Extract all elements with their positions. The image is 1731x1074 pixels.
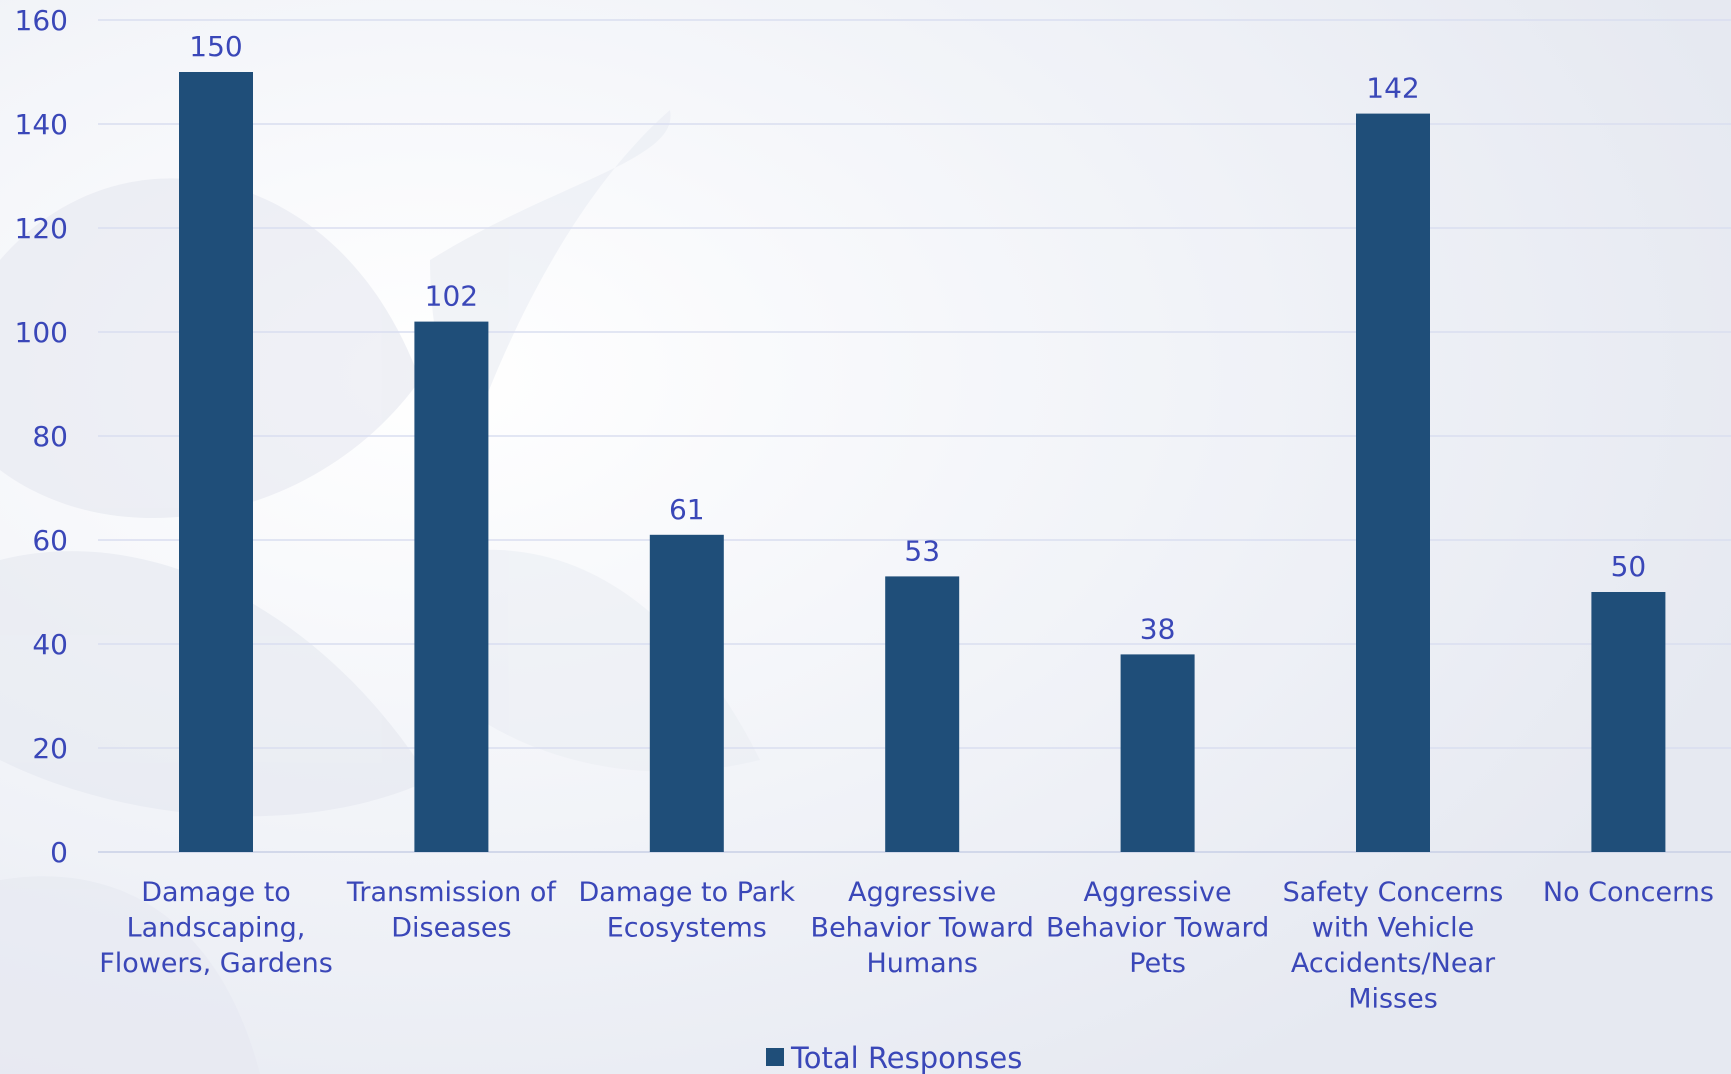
legend-label: Total Responses: [790, 1041, 1022, 1074]
category-label-line: Behavior Toward: [1046, 913, 1269, 944]
y-tick-label: 0: [50, 836, 68, 869]
category-label: Safety Concerns with Vehicle Accidents/Nea…: [1283, 877, 1504, 1015]
y-tick-label: 160: [15, 4, 68, 37]
category-label-line: Pets: [1129, 948, 1186, 979]
data-label: 142: [1366, 72, 1419, 105]
y-tick-label: 20: [32, 732, 68, 765]
category-label: Damage to Landscaping, Flowers, Gardens: [99, 877, 333, 979]
bar: [1591, 592, 1666, 852]
category-label-line: Damage to: [141, 877, 291, 908]
category-labels: Damage to Landscaping, Flowers, Gardens Tra…: [99, 877, 1714, 1015]
category-label: Damage to Park Ecosystems: [579, 877, 796, 944]
category-label-line: Accidents/Near: [1291, 948, 1496, 979]
category-label-line: Diseases: [391, 913, 511, 944]
category-label-line: Aggressive: [848, 877, 996, 908]
data-label: 50: [1611, 550, 1647, 583]
bar: [414, 321, 489, 853]
category-label-line: Landscaping,: [127, 913, 306, 944]
category-label-line: Transmission of: [346, 877, 558, 908]
data-label: 150: [189, 30, 242, 63]
category-label-line: Humans: [866, 948, 977, 979]
category-label: Aggressive Behavior Toward Humans: [811, 877, 1034, 979]
y-tick-label: 40: [32, 628, 68, 661]
category-label-line: Aggressive: [1084, 877, 1232, 908]
category-label-line: Misses: [1348, 984, 1438, 1015]
legend: Total Responses: [766, 1041, 1022, 1074]
bars: [179, 72, 1666, 853]
bar: [179, 72, 253, 852]
y-tick-label: 80: [32, 420, 68, 453]
data-label: 102: [425, 280, 478, 313]
y-tick-label: 140: [15, 108, 68, 141]
category-label-line: Ecosystems: [607, 913, 767, 944]
category-label-line: Flowers, Gardens: [99, 948, 333, 979]
y-tick-label: 120: [15, 212, 68, 245]
legend-swatch: [766, 1048, 784, 1066]
bar: [1120, 654, 1195, 852]
category-label-line: Safety Concerns: [1283, 877, 1504, 908]
category-label: Transmission of Diseases: [346, 877, 558, 944]
category-label-line: Behavior Toward: [811, 913, 1034, 944]
bar: [885, 576, 960, 852]
bar: [649, 534, 724, 852]
bar: [1356, 113, 1430, 853]
data-label: 53: [904, 534, 940, 567]
category-label: Aggressive Behavior Toward Pets: [1046, 877, 1269, 979]
y-tick-label: 60: [32, 524, 68, 557]
category-label-line: No Concerns: [1543, 877, 1714, 908]
category-label-line: Damage to Park: [579, 877, 796, 908]
y-axis-ticks: 0 20 40 60 80 100 120 140 160: [15, 4, 68, 869]
category-label-line: with Vehicle: [1312, 913, 1474, 944]
data-label: 38: [1140, 612, 1176, 645]
data-labels: 150 102 61 53 38 142 50: [189, 30, 1646, 645]
category-label: No Concerns: [1543, 877, 1714, 908]
gridlines: [98, 19, 1731, 853]
y-tick-label: 100: [15, 316, 68, 349]
data-label: 61: [669, 493, 705, 526]
